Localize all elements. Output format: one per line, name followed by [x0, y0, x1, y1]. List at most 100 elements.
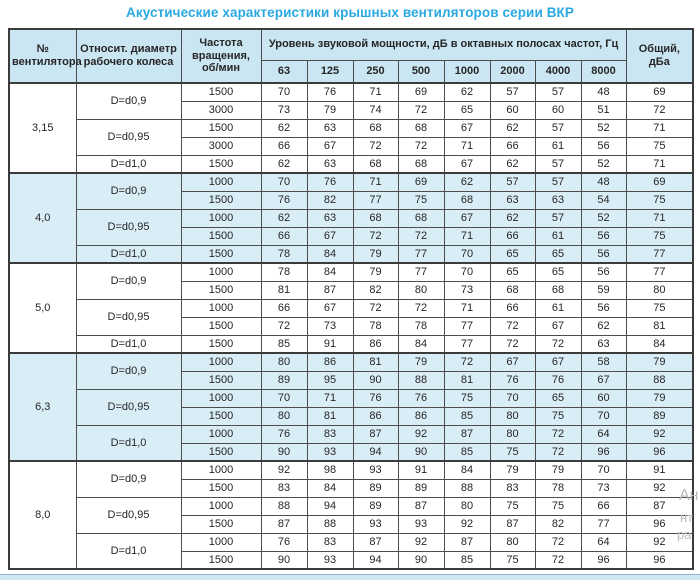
spl-value-cell: 85: [443, 406, 491, 426]
spl-value-cell: 76: [260, 190, 308, 210]
spl-value-cell: 72: [352, 298, 399, 318]
table-row: 1500 90 93 94 90 85 75 72 96 96: [9, 550, 694, 570]
table-row: 3000 73 79 74 72 65 60 60 51 72: [9, 100, 694, 120]
spl-value-cell: 67: [443, 208, 491, 228]
table-header: № вентилятора Относит. диаметр рабочего …: [8, 28, 694, 84]
spl-value-cell: 93: [397, 514, 445, 534]
spl-value-cell: 91: [306, 334, 354, 354]
spl-value-cell: 72: [534, 442, 582, 462]
spl-value-cell: 65: [534, 388, 582, 408]
page-title: Акустические характеристики крышных вент…: [125, 5, 574, 20]
rpm-cell: 1500: [180, 478, 262, 498]
spl-value-cell: 70: [580, 406, 627, 426]
spl-value-cell: 60: [580, 388, 627, 408]
spl-value-cell: 71: [443, 226, 491, 246]
table-row: 1500 76 82 77 75 68 63 63 54 75: [9, 190, 694, 210]
spl-value-cell: 71: [352, 82, 399, 102]
spl-value-cell: 64: [580, 424, 627, 444]
spl-value-cell: 90: [352, 370, 399, 390]
spl-value-cell: 87: [443, 424, 491, 444]
rpm-cell: 3000: [180, 100, 262, 120]
spl-value-cell: 68: [352, 118, 399, 138]
spl-value-cell: 70: [580, 460, 627, 480]
spl-value-cell: 77: [443, 334, 491, 354]
table-row: 1500 89 95 90 88 81 76 76 67 88: [9, 370, 694, 390]
spl-value-cell: 63: [489, 190, 536, 210]
spl-value-cell: 68: [489, 280, 536, 300]
spl-value-cell: 88: [397, 370, 445, 390]
diameter-cell: D=d0,9: [75, 82, 182, 120]
diameter-cell: D=d1,0: [75, 244, 182, 264]
rpm-cell: 1500: [180, 514, 262, 534]
spl-value-cell: 66: [260, 226, 308, 246]
spl-value-cell: 63: [306, 118, 354, 138]
spl-value-cell: 87: [443, 532, 491, 552]
total-dba-cell: 69: [625, 172, 694, 192]
total-dba-cell: 89: [625, 406, 694, 426]
spl-value-cell: 67: [534, 316, 582, 336]
rpm-cell: 3000: [180, 136, 262, 156]
spl-value-cell: 63: [306, 208, 354, 228]
table-row: 4,0 D=d0,9 1000 70 76 71 69 62 57 57 48 69: [8, 172, 694, 264]
spl-value-cell: 82: [306, 190, 354, 210]
spl-value-cell: 71: [352, 172, 399, 192]
spl-value-cell: 71: [306, 388, 354, 408]
total-dba-cell: 75: [625, 298, 694, 318]
rpm-cell: 1000: [180, 352, 262, 372]
spl-value-cell: 62: [443, 82, 491, 102]
spl-value-cell: 94: [352, 550, 399, 570]
spl-value-cell: 82: [352, 280, 399, 300]
spl-value-cell: 87: [489, 514, 536, 534]
spl-value-cell: 70: [260, 82, 308, 102]
total-dba-cell: 92: [625, 478, 694, 498]
rpm-cell: 1500: [180, 316, 262, 336]
acoustic-characteristics-table: № вентилятора Относит. диаметр рабочего …: [8, 28, 695, 570]
spl-value-cell: 67: [306, 136, 354, 156]
spl-value-cell: 65: [443, 100, 491, 120]
spl-value-cell: 72: [352, 136, 399, 156]
table-row: D=d0,95 1000 70 71 76 76 75 70 65 60 79: [9, 388, 694, 426]
rpm-cell: 1000: [180, 424, 262, 444]
table-row: 1500 83 84 89 89 88 83 78 73 92: [9, 478, 694, 498]
spl-value-cell: 73: [260, 100, 308, 120]
spl-value-cell: 79: [352, 244, 399, 264]
spl-value-cell: 88: [260, 496, 308, 516]
fan-number-cell: 3,15: [8, 82, 77, 174]
total-dba-cell: 87: [625, 496, 694, 516]
spl-value-cell: 52: [580, 118, 627, 138]
spl-value-cell: 57: [534, 172, 582, 192]
spl-value-cell: 91: [397, 460, 445, 480]
spl-value-cell: 92: [397, 424, 445, 444]
rpm-cell: 1000: [180, 460, 262, 480]
diameter-cell: D=d0,95: [75, 208, 182, 246]
spl-value-cell: 62: [260, 118, 308, 138]
spl-value-cell: 59: [580, 280, 627, 300]
spl-value-cell: 76: [306, 82, 354, 102]
spl-value-cell: 96: [580, 550, 627, 570]
total-dba-cell: 91: [625, 460, 694, 480]
spl-value-cell: 76: [260, 424, 308, 444]
spl-value-cell: 62: [489, 118, 536, 138]
spl-value-cell: 72: [397, 298, 445, 318]
rpm-cell: 1500: [180, 442, 262, 462]
spl-value-cell: 90: [397, 442, 445, 462]
spl-value-cell: 86: [352, 406, 399, 426]
spl-value-cell: 51: [580, 100, 627, 120]
spl-value-cell: 56: [580, 226, 627, 246]
total-dba-cell: 84: [625, 334, 694, 354]
spl-value-cell: 56: [580, 244, 627, 264]
col-header-rel-diameter: Относит. диаметр рабочего колеса: [75, 28, 182, 84]
fan-number-cell: 6,3: [8, 352, 77, 462]
spl-value-cell: 57: [534, 208, 582, 228]
spl-value-cell: 62: [489, 154, 536, 174]
spl-value-cell: 86: [397, 406, 445, 426]
spl-value-cell: 87: [260, 514, 308, 534]
spl-value-cell: 76: [306, 172, 354, 192]
total-dba-cell: 92: [625, 532, 694, 552]
total-dba-cell: 77: [625, 262, 694, 282]
spl-value-cell: 75: [534, 496, 582, 516]
spl-value-cell: 70: [443, 244, 491, 264]
spl-value-cell: 66: [260, 298, 308, 318]
spl-value-cell: 76: [534, 370, 582, 390]
spl-value-cell: 83: [306, 532, 354, 552]
